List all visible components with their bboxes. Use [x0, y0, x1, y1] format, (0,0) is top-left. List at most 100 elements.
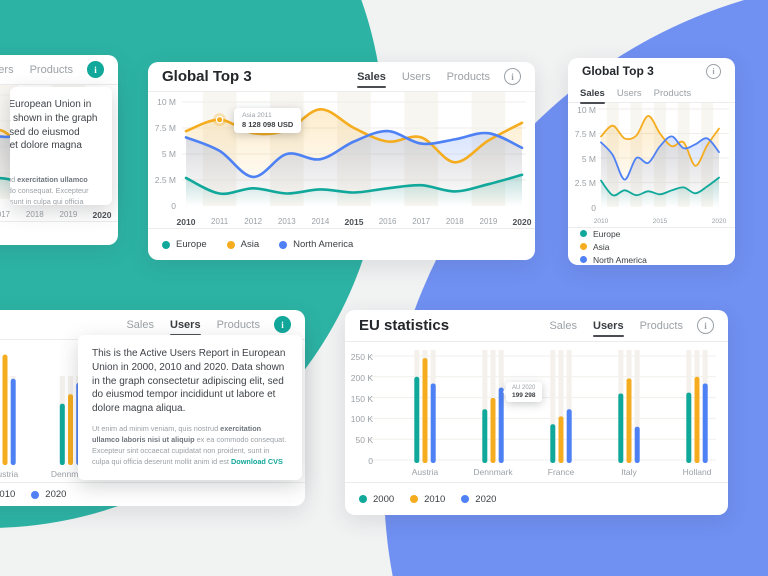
category-label: Italy: [621, 467, 637, 477]
category-label: Austria: [411, 467, 439, 477]
2020-dot-icon: [461, 495, 470, 503]
info-icon[interactable]: i: [697, 317, 714, 334]
tab-sales[interactable]: Sales: [580, 87, 605, 104]
tab-bar: Sales Users Products: [0, 64, 73, 76]
tab-products[interactable]: Products: [216, 318, 260, 331]
tab-users[interactable]: Users: [401, 70, 431, 83]
legend-item-europe: Europe: [580, 229, 620, 239]
chart-tooltip: Asia 2011 8 128 098 USD: [234, 108, 302, 133]
tab-users[interactable]: Users: [0, 63, 14, 76]
category-label: Austria: [0, 469, 19, 479]
line-chart: [598, 103, 729, 207]
info-icon[interactable]: i: [706, 63, 721, 79]
note-text: Ut enim ad minim veniam, quis nostrud: [10, 174, 16, 184]
tab-sales[interactable]: Sales: [357, 70, 386, 88]
tab-sales[interactable]: Sales: [126, 318, 154, 331]
y-axis-tick: 100 K: [350, 414, 373, 424]
bar-chart: [369, 350, 716, 463]
x-axis-tick: 2019: [59, 210, 78, 219]
legend-label: 2000: [373, 493, 395, 505]
legend-item-2010: 2010: [0, 489, 15, 500]
tab-users[interactable]: Users: [170, 318, 201, 336]
bar-france-2010: [558, 416, 564, 463]
series-north-america: [184, 129, 524, 179]
global-top3-small-card: Global Top 3 i Sales Users Products 10 M…: [568, 58, 735, 265]
x-axis: 2010 2015 2020: [568, 215, 735, 227]
asia-dot-icon: [226, 240, 235, 249]
y-axis-tick: 250 K: [350, 352, 373, 362]
note-bold: exercitation ullamco laboris nisi ut ali…: [92, 423, 262, 444]
line-chart: [182, 92, 526, 206]
bar-dennmark-2020: [498, 387, 504, 463]
note-text: ex ea commodo consequat. Excepteur sint …: [10, 185, 89, 205]
2000-dot-icon: [359, 495, 367, 503]
popover-text: This is the Active Users Report in Europ…: [92, 348, 286, 415]
tab-sales[interactable]: Sales: [549, 319, 577, 332]
card-header: Sales Users Products i: [0, 55, 118, 85]
legend-item-2010: 2010: [410, 494, 445, 505]
bar-austria-2010: [422, 358, 428, 463]
legend-item-north-america: North America: [580, 255, 647, 265]
tooltip-value: 8 128 098 USD: [242, 120, 294, 129]
card-header: Sales Users Products i: [0, 310, 305, 340]
europe-dot-icon: [162, 240, 170, 249]
x-axis-tick: 2020: [92, 210, 112, 220]
y-axis-tick: 5 M: [581, 154, 596, 164]
legend-item-asia: Asia: [226, 239, 260, 250]
y-axis-tick: 10 M: [157, 97, 176, 107]
series-europe: [184, 173, 524, 196]
card-header: Global Top 3 i: [568, 58, 735, 84]
tooltip-title: Asia 2011: [242, 112, 272, 119]
bar-dennmark-2000: [482, 409, 488, 463]
info-icon[interactable]: i: [504, 68, 521, 85]
y-axis-tick: 0: [171, 201, 176, 211]
note-text: ex ea commodo consequat. Excepteur sint …: [92, 434, 287, 466]
x-axis-tick: 2012: [244, 217, 263, 226]
legend-label: Asia: [240, 239, 260, 250]
sales-report-card-partial: Sales Users Products i 20102011201220132…: [0, 55, 118, 245]
legend-label: North America: [293, 239, 354, 250]
popover-note: Ut enim ad minim veniam, quis nostrud ex…: [10, 175, 99, 205]
x-axis-tick: 2010: [593, 218, 609, 225]
global-top3-card: Global Top 3 Sales Users Products i Asia…: [148, 62, 535, 260]
x-axis-tick: 2017: [0, 210, 11, 219]
x-axis-tick: 2017: [412, 217, 431, 226]
x-axis-tick: 2011: [210, 217, 229, 226]
asia-dot-icon: [580, 243, 587, 250]
y-axis-tick: 0: [591, 203, 596, 213]
legend-label: Europe: [593, 228, 621, 239]
download-cvs-link[interactable]: Download CVS: [230, 456, 283, 466]
line-chart-area: 10 M 7.5 M 5 M 2.5 M 0: [568, 103, 735, 215]
legend-item-2020: 2020: [461, 494, 496, 505]
tab-bar: Sales Users Products: [580, 87, 692, 104]
bar-dennmark-2000: [59, 403, 65, 465]
tab-products[interactable]: Products: [639, 319, 683, 332]
bar-dennmark-2010: [490, 398, 496, 463]
tab-users[interactable]: Users: [616, 87, 642, 99]
series-europe: [600, 176, 720, 197]
info-icon[interactable]: i: [274, 316, 291, 333]
y-axis-tick: 0: [368, 456, 373, 464]
popover-note: Ut enim ad minim veniam, quis nostrud ex…: [92, 424, 288, 468]
tab-products[interactable]: Products: [446, 70, 490, 83]
x-axis-tick: 2020: [512, 217, 532, 227]
legend-row: 2000 2010 2020: [345, 482, 728, 515]
bar-holland-2020: [702, 383, 708, 463]
x-axis-tick: 2015: [652, 218, 668, 225]
legend-item-2000: 2000: [359, 494, 394, 505]
legend-row: [0, 221, 118, 246]
card-title: EU statistics: [359, 317, 450, 334]
info-icon[interactable]: i: [87, 61, 104, 78]
tooltip-title: AU 2020: [512, 385, 536, 391]
tab-products[interactable]: Products: [29, 63, 73, 76]
x-axis-tick: 2018: [25, 210, 44, 219]
x-axis: 2010201120122013201420152016201720182019…: [0, 207, 118, 221]
x-axis-tick: 2015: [344, 217, 364, 227]
legend-item-europe: Europe: [162, 239, 207, 250]
tab-users[interactable]: Users: [593, 319, 624, 337]
tab-products[interactable]: Products: [653, 87, 692, 99]
north-america-dot-icon: [279, 240, 288, 249]
card-header: Global Top 3 Sales Users Products i: [148, 62, 535, 92]
y-axis-tick: 7.5 M: [154, 123, 176, 133]
